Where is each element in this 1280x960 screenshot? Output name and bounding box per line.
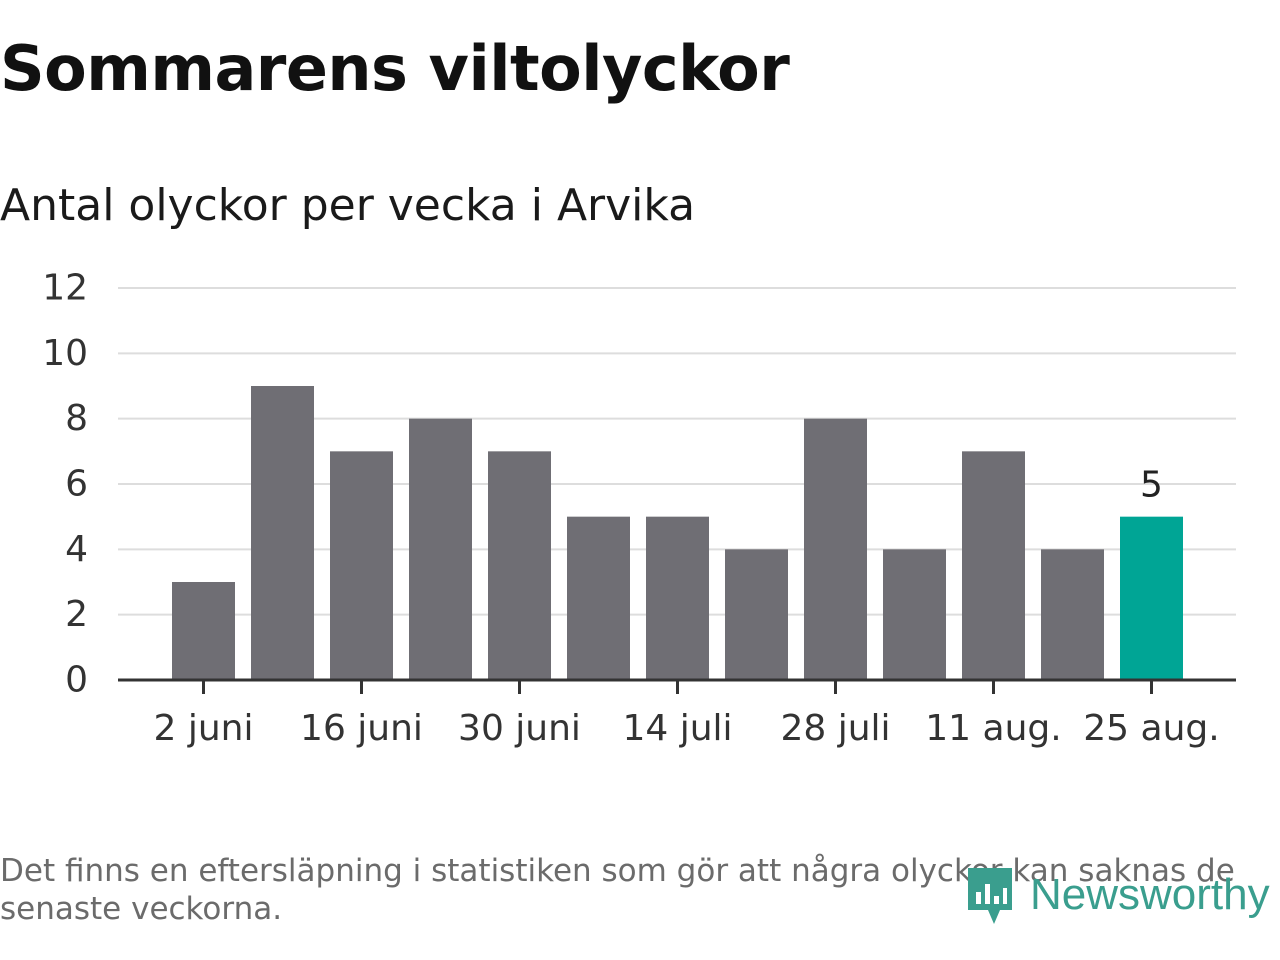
- bar: [488, 451, 551, 680]
- bar-chart: 0 2 4 6 8 10 12 2 juni 16 juni 30 juni 14 juli 28 …: [42, 268, 1236, 749]
- bar: [567, 516, 630, 680]
- bar-value-label: 5: [1140, 465, 1163, 506]
- footnote: Det finns en eftersläpning i statistiken…: [0, 853, 1235, 927]
- x-tick-label: 16 juni: [300, 708, 423, 749]
- y-tick-label: 4: [65, 529, 88, 570]
- bar: [804, 418, 867, 680]
- bar: [725, 549, 788, 680]
- chart-subtitle: Antal olyckor per vecka i Arvika: [0, 180, 696, 231]
- bar: [646, 516, 709, 680]
- y-tick-label: 10: [42, 333, 88, 374]
- bars: [172, 386, 1183, 680]
- bar: [330, 451, 393, 680]
- y-tick-label: 6: [65, 464, 88, 505]
- y-tick-label: 8: [65, 398, 88, 439]
- bar: [172, 582, 235, 680]
- y-tick-label: 12: [42, 268, 88, 309]
- x-tick-label: 25 aug.: [1083, 708, 1219, 749]
- bar: [1120, 516, 1183, 680]
- y-tick-label: 2: [65, 594, 88, 635]
- bar: [1041, 549, 1104, 680]
- x-axis: 2 juni 16 juni 30 juni 14 juli 28 juli 11 aug…: [118, 678, 1236, 749]
- bar: [409, 418, 472, 680]
- y-axis-ticks: 0 2 4 6 8 10 12: [42, 268, 88, 701]
- data-labels: 5: [1140, 465, 1163, 506]
- x-tick-label: 30 juni: [458, 708, 581, 749]
- chart-title: Sommarens viltolyckor: [0, 32, 790, 105]
- newsworthy-logo: Newsworthy: [964, 862, 1270, 928]
- bar: [962, 451, 1025, 680]
- y-tick-label: 0: [65, 660, 88, 701]
- x-tick-label: 11 aug.: [925, 708, 1061, 749]
- bar: [883, 549, 946, 680]
- bar: [251, 386, 314, 680]
- x-tick-label: 14 juli: [622, 708, 732, 749]
- newsworthy-logo-icon: [968, 868, 1012, 924]
- brand-name: Newsworthy: [1030, 870, 1270, 919]
- x-tick-label: 28 juli: [780, 708, 890, 749]
- x-tick-label: 2 juni: [154, 708, 254, 749]
